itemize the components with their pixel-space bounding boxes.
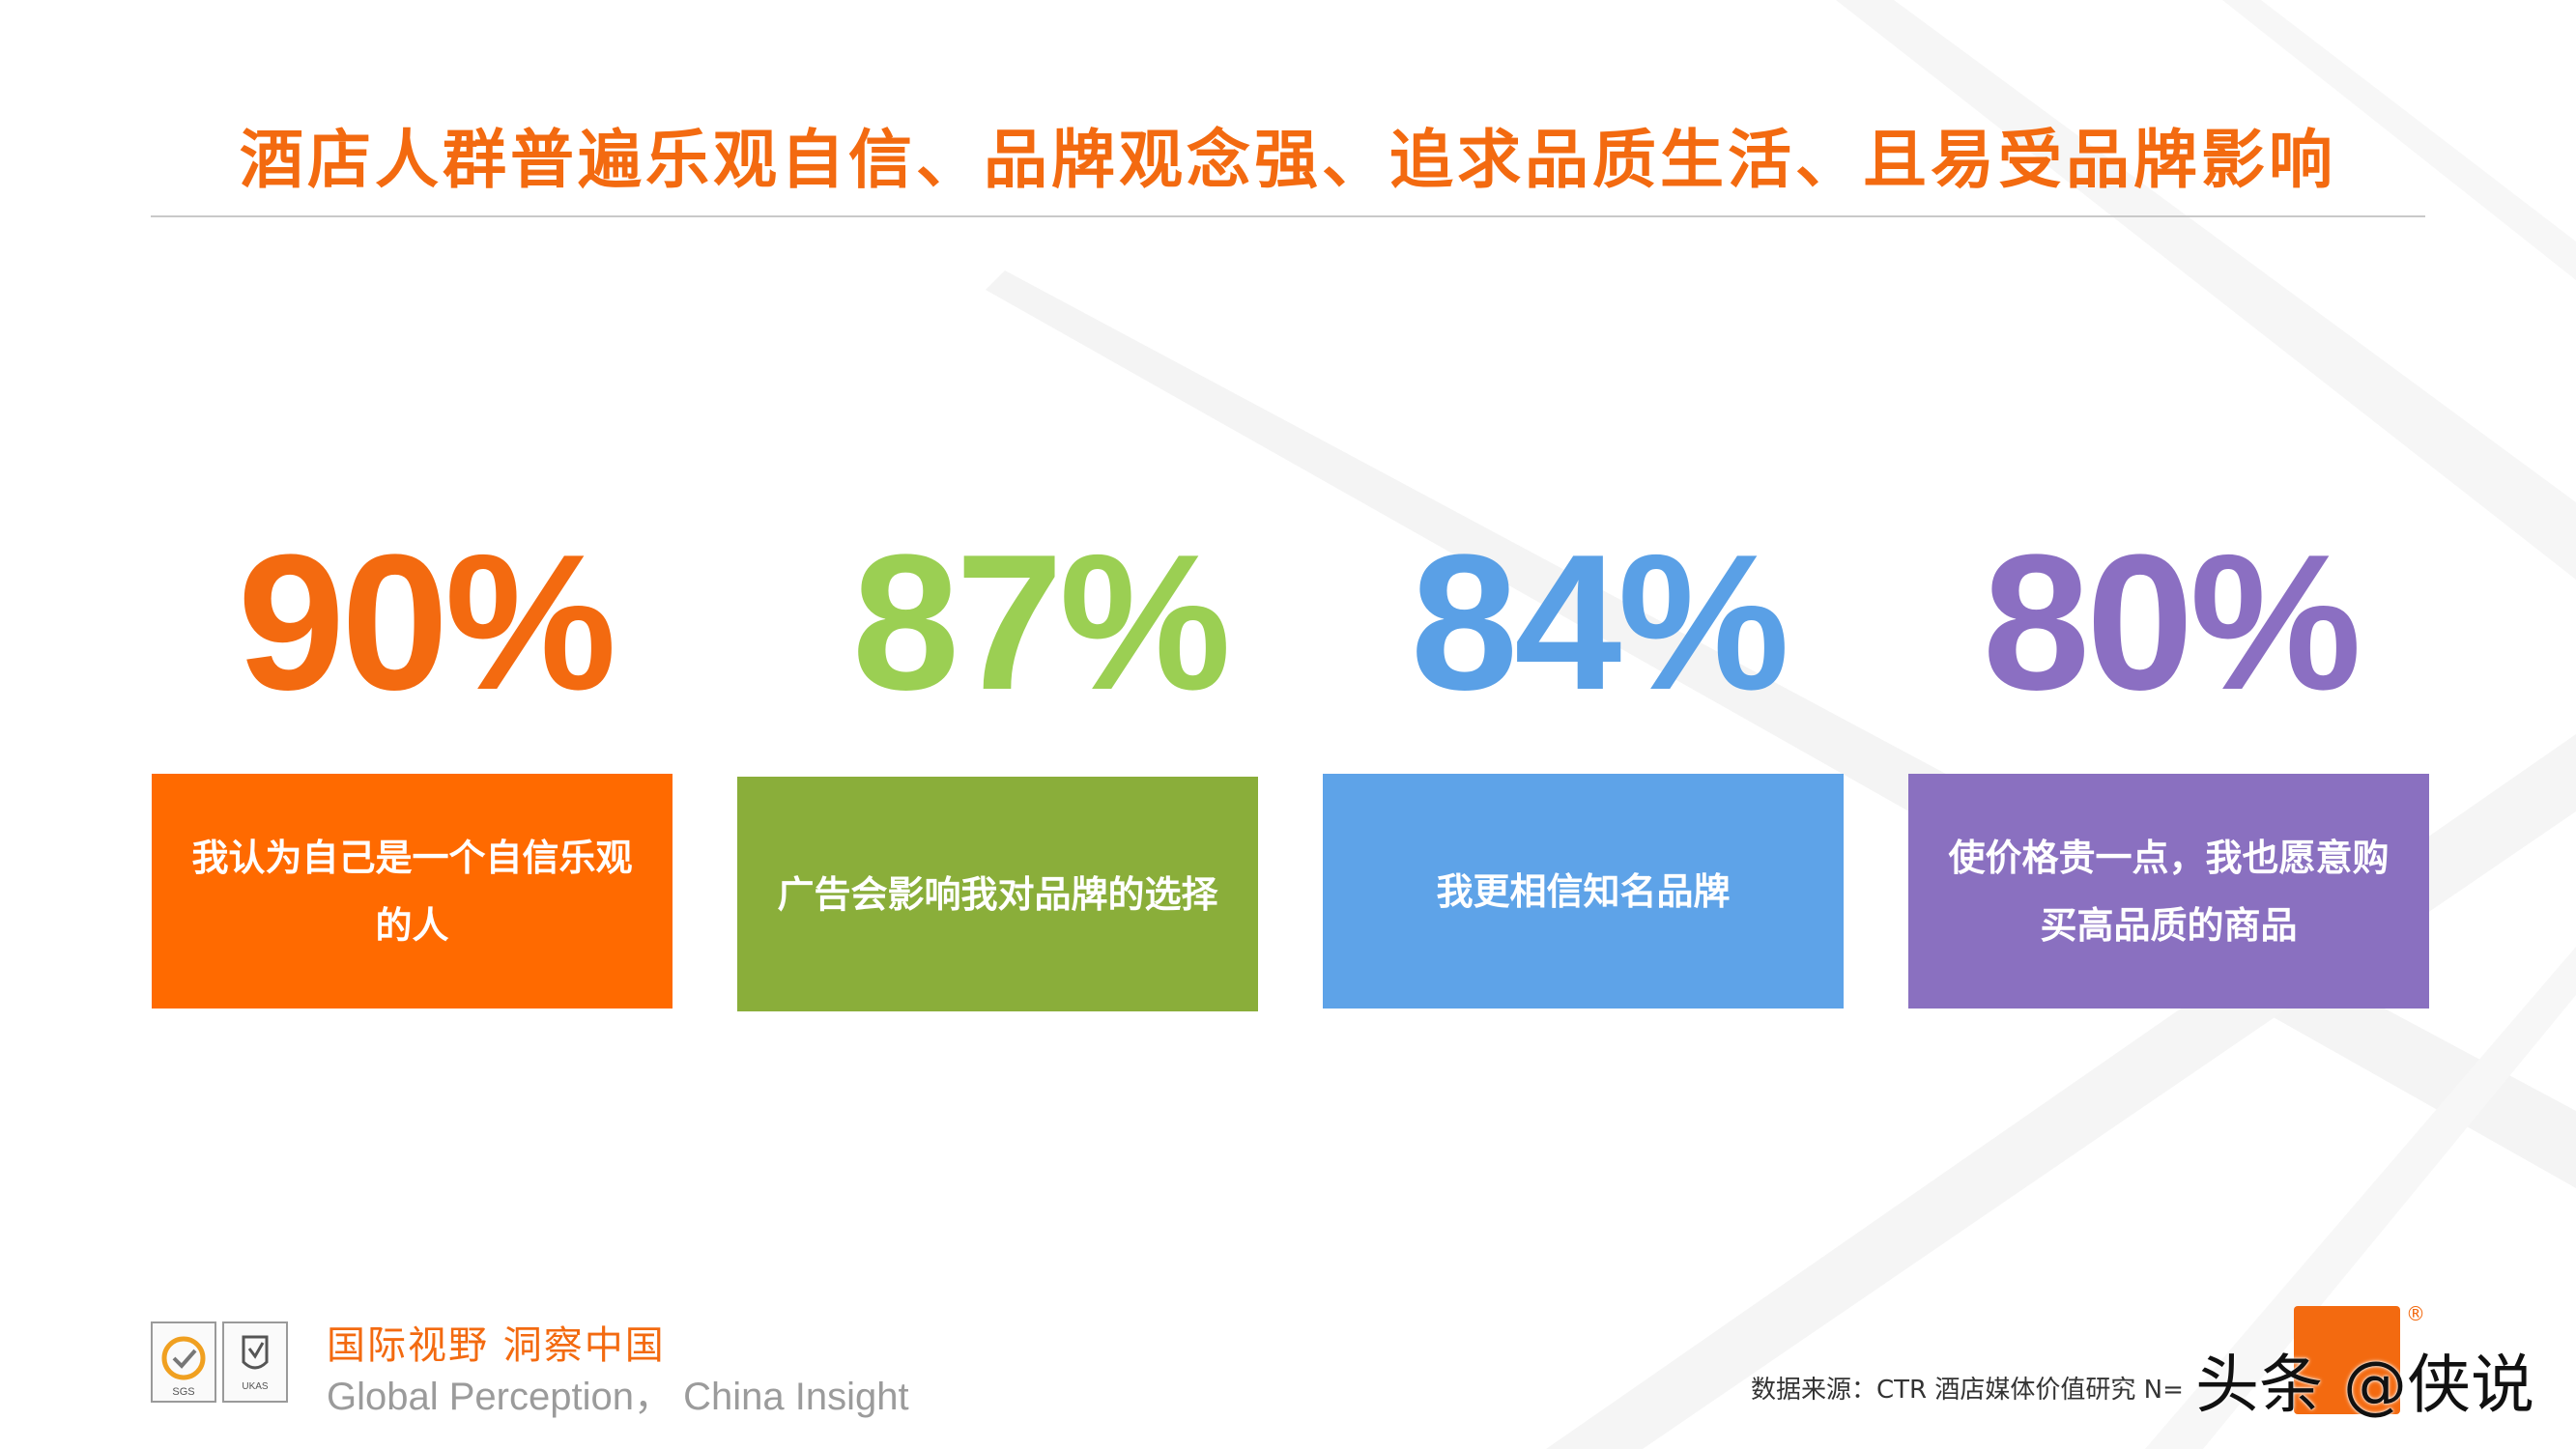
stat-card-label-line1: 我认为自己是一个自信乐观 [191,836,633,879]
title-divider [151,215,2425,217]
svg-text:SGS: SGS [172,1386,194,1398]
stat-card-3: 我更相信知名品牌 [1323,774,1844,1009]
stat-value-2: 87% [851,515,1231,730]
ukas-logo: UKAS [222,1321,288,1403]
stat-value-4: 80% [1982,515,2361,730]
tagline-chinese: 国际视野 洞察中国 [327,1323,666,1368]
data-source-note: 数据来源：CTR 酒店媒体价值研究 N= [1751,1376,2184,1405]
tagline-english: Global Perception， China Insight [327,1376,909,1418]
stat-card-label-line2: 买高品质的商品 [2040,903,2298,947]
stat-value-1: 90% [237,515,616,730]
registered-mark: ® [2406,1302,2425,1325]
sgs-logo: SGS [151,1321,216,1403]
stat-card-label-line1: 广告会影响我对品牌的选择 [777,872,1218,916]
watermark-text: 头条 @侠说 [2195,1348,2534,1422]
stat-card-label-line1: 使价格贵一点，我也愿意购 [1948,836,2390,879]
stat-value-3: 84% [1410,515,1789,730]
stat-card-label-line2: 的人 [375,903,449,947]
page-title: 酒店人群普遍乐观自信、品牌观念强、追求品质生活、且易受品牌影响 [240,123,2336,197]
stat-card-2: 广告会影响我对品牌的选择 [737,777,1258,1011]
svg-text:UKAS: UKAS [242,1381,269,1392]
ctr-logo-badge [2294,1306,2400,1414]
certification-logos: SGS UKAS [151,1321,288,1403]
stat-card-1: 我认为自己是一个自信乐观 的人 [152,774,673,1009]
stat-card-label-line1: 我更相信知名品牌 [1436,869,1731,913]
stat-card-4: 使价格贵一点，我也愿意购 买高品质的商品 [1908,774,2429,1009]
